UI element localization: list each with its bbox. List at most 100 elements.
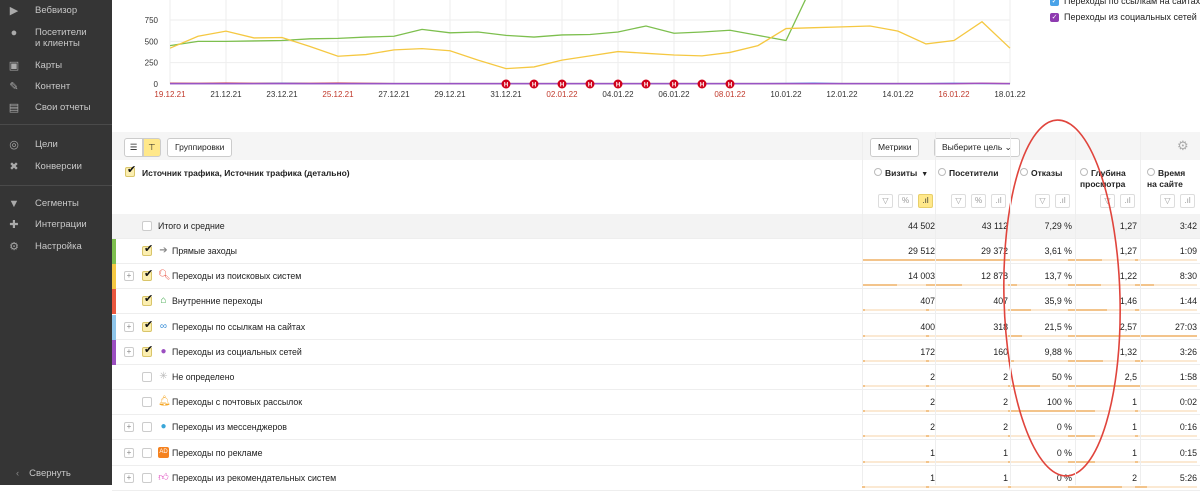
holiday-marker[interactable]: H xyxy=(726,80,735,89)
sidebar-item-7[interactable]: ▼Сегменты xyxy=(8,198,79,210)
collapse-sidebar-button[interactable]: ‹Свернуть xyxy=(16,468,71,479)
row-checkbox[interactable] xyxy=(142,422,152,432)
row-checkbox[interactable] xyxy=(142,221,152,231)
expand-button[interactable]: + xyxy=(124,322,134,332)
row-label[interactable]: Не определено xyxy=(172,372,234,382)
holiday-marker[interactable]: H xyxy=(558,80,567,89)
list-view-button[interactable]: ☰ xyxy=(124,138,143,157)
expand-button[interactable]: + xyxy=(124,422,134,432)
row-label[interactable]: Переходы с почтовых рассылок xyxy=(172,397,302,407)
row-checkbox[interactable] xyxy=(142,271,152,281)
row-checkbox[interactable] xyxy=(142,473,152,483)
x-tick-label: 27.12.21 xyxy=(378,90,410,99)
holiday-marker[interactable]: H xyxy=(698,80,707,89)
sidebar-item-3[interactable]: ✎Контент xyxy=(8,81,70,93)
x-tick-label: 06.01.22 xyxy=(658,90,690,99)
sidebar-item-2[interactable]: ▣Карты xyxy=(8,60,62,72)
legend-checkbox[interactable]: ✓ xyxy=(1050,13,1059,22)
value-bar xyxy=(1068,410,1095,412)
goal-select[interactable]: Выберите цель ⌄ xyxy=(934,138,1020,157)
row-label[interactable]: Переходы из мессенджеров xyxy=(172,422,287,432)
legend-item[interactable]: ✓Переходы по ссылкам на сайтах xyxy=(1050,0,1200,6)
row-label[interactable]: Внутренние переходы xyxy=(172,296,263,306)
holiday-marker[interactable]: H xyxy=(502,80,511,89)
table-row[interactable]: +∞Переходы по ссылкам на сайтах40031821,… xyxy=(112,315,1200,340)
expand-button[interactable]: + xyxy=(124,271,134,281)
legend-item[interactable]: ✓Переходы из социальных сетей xyxy=(1050,12,1197,22)
row-checkbox[interactable] xyxy=(142,296,152,306)
column-header-visitors[interactable]: Посетители xyxy=(938,168,1017,179)
filter-icon[interactable]: ▽ xyxy=(878,194,893,208)
column-header-depth[interactable]: Глубина просмотра xyxy=(1080,168,1144,190)
row-label[interactable]: Переходы из поисковых систем xyxy=(172,271,301,281)
row-label[interactable]: Переходы из социальных сетей xyxy=(172,347,302,357)
expand-button[interactable]: + xyxy=(124,473,134,483)
groupings-button[interactable]: Группировки xyxy=(167,138,232,157)
help-icon[interactable] xyxy=(1020,168,1028,176)
sidebar-item-6[interactable]: ✖Конверсии xyxy=(8,161,82,173)
column-header-time[interactable]: Время на сайте xyxy=(1147,168,1197,190)
sidebar-item-9[interactable]: ⚙Настройка xyxy=(8,241,82,253)
sidebar-item-8[interactable]: ✚Интеграции xyxy=(8,219,87,231)
filter-icon[interactable]: ▽ xyxy=(1160,194,1175,208)
row-label[interactable]: Итого и средние xyxy=(158,221,225,231)
filter-icon[interactable]: ▽ xyxy=(1035,194,1050,208)
percent-icon[interactable]: % xyxy=(898,194,913,208)
filter-icon[interactable]: ▽ xyxy=(951,194,966,208)
row-checkbox[interactable] xyxy=(142,347,152,357)
row-label[interactable]: Переходы по рекламе xyxy=(172,448,263,458)
value-bar-track xyxy=(1008,259,1072,261)
column-header-bounce[interactable]: Отказы xyxy=(1020,168,1077,179)
legend-checkbox[interactable]: ✓ xyxy=(1050,0,1059,6)
row-label[interactable]: Переходы из рекомендательных систем xyxy=(172,473,336,483)
row-checkbox[interactable] xyxy=(142,322,152,332)
value-bar-track xyxy=(1135,309,1197,311)
holiday-marker[interactable]: H xyxy=(586,80,595,89)
bar-chart-icon[interactable]: .ıl xyxy=(991,194,1006,208)
holiday-marker[interactable]: H xyxy=(642,80,651,89)
sidebar-item-0[interactable]: ▶Вебвизор xyxy=(8,5,77,17)
sidebar-item-4[interactable]: ▤Свои отчеты xyxy=(8,102,91,114)
gear-icon[interactable]: ⚙ xyxy=(1177,138,1189,154)
table-header: Источник трафика, Источник трафика (дета… xyxy=(112,160,1200,215)
row-checkbox[interactable] xyxy=(142,397,152,407)
help-icon[interactable] xyxy=(938,168,946,176)
svg-text:H: H xyxy=(672,83,676,89)
row-checkbox[interactable] xyxy=(142,448,152,458)
row-checkbox[interactable] xyxy=(142,246,152,256)
row-checkbox[interactable] xyxy=(142,372,152,382)
table-row[interactable]: +●Переходы из социальных сетей1721609,88… xyxy=(112,340,1200,365)
percent-icon[interactable]: % xyxy=(971,194,986,208)
bar-chart-icon[interactable]: .ıl xyxy=(1180,194,1195,208)
sidebar-item-5[interactable]: ◎Цели xyxy=(8,139,58,151)
row-label[interactable]: Переходы по ссылкам на сайтах xyxy=(172,322,305,332)
row-label[interactable]: Прямые заходы xyxy=(172,246,237,256)
filter-icon[interactable]: ▽ xyxy=(1100,194,1115,208)
help-icon[interactable] xyxy=(874,168,882,176)
all-rows-checkbox[interactable] xyxy=(125,167,135,177)
help-icon[interactable] xyxy=(1147,168,1155,176)
help-icon[interactable] xyxy=(1080,168,1088,176)
bar-chart-icon[interactable]: .ıl xyxy=(918,194,933,208)
column-header-visits[interactable]: Визиты▼ xyxy=(874,168,935,180)
holiday-marker[interactable]: H xyxy=(530,80,539,89)
holiday-marker[interactable]: H xyxy=(670,80,679,89)
tree-view-button[interactable]: ⊤ xyxy=(143,138,161,157)
expand-button[interactable]: + xyxy=(124,448,134,458)
holiday-marker[interactable]: H xyxy=(614,80,623,89)
bar-chart-icon[interactable]: .ıl xyxy=(1120,194,1135,208)
sidebar-item-1[interactable]: ●Посетители и клиенты xyxy=(8,27,87,49)
expand-button[interactable]: + xyxy=(124,347,134,357)
bar-chart-icon[interactable]: .ıl xyxy=(1055,194,1070,208)
metrics-button[interactable]: Метрики xyxy=(870,138,919,157)
sidebar-divider xyxy=(0,185,112,186)
